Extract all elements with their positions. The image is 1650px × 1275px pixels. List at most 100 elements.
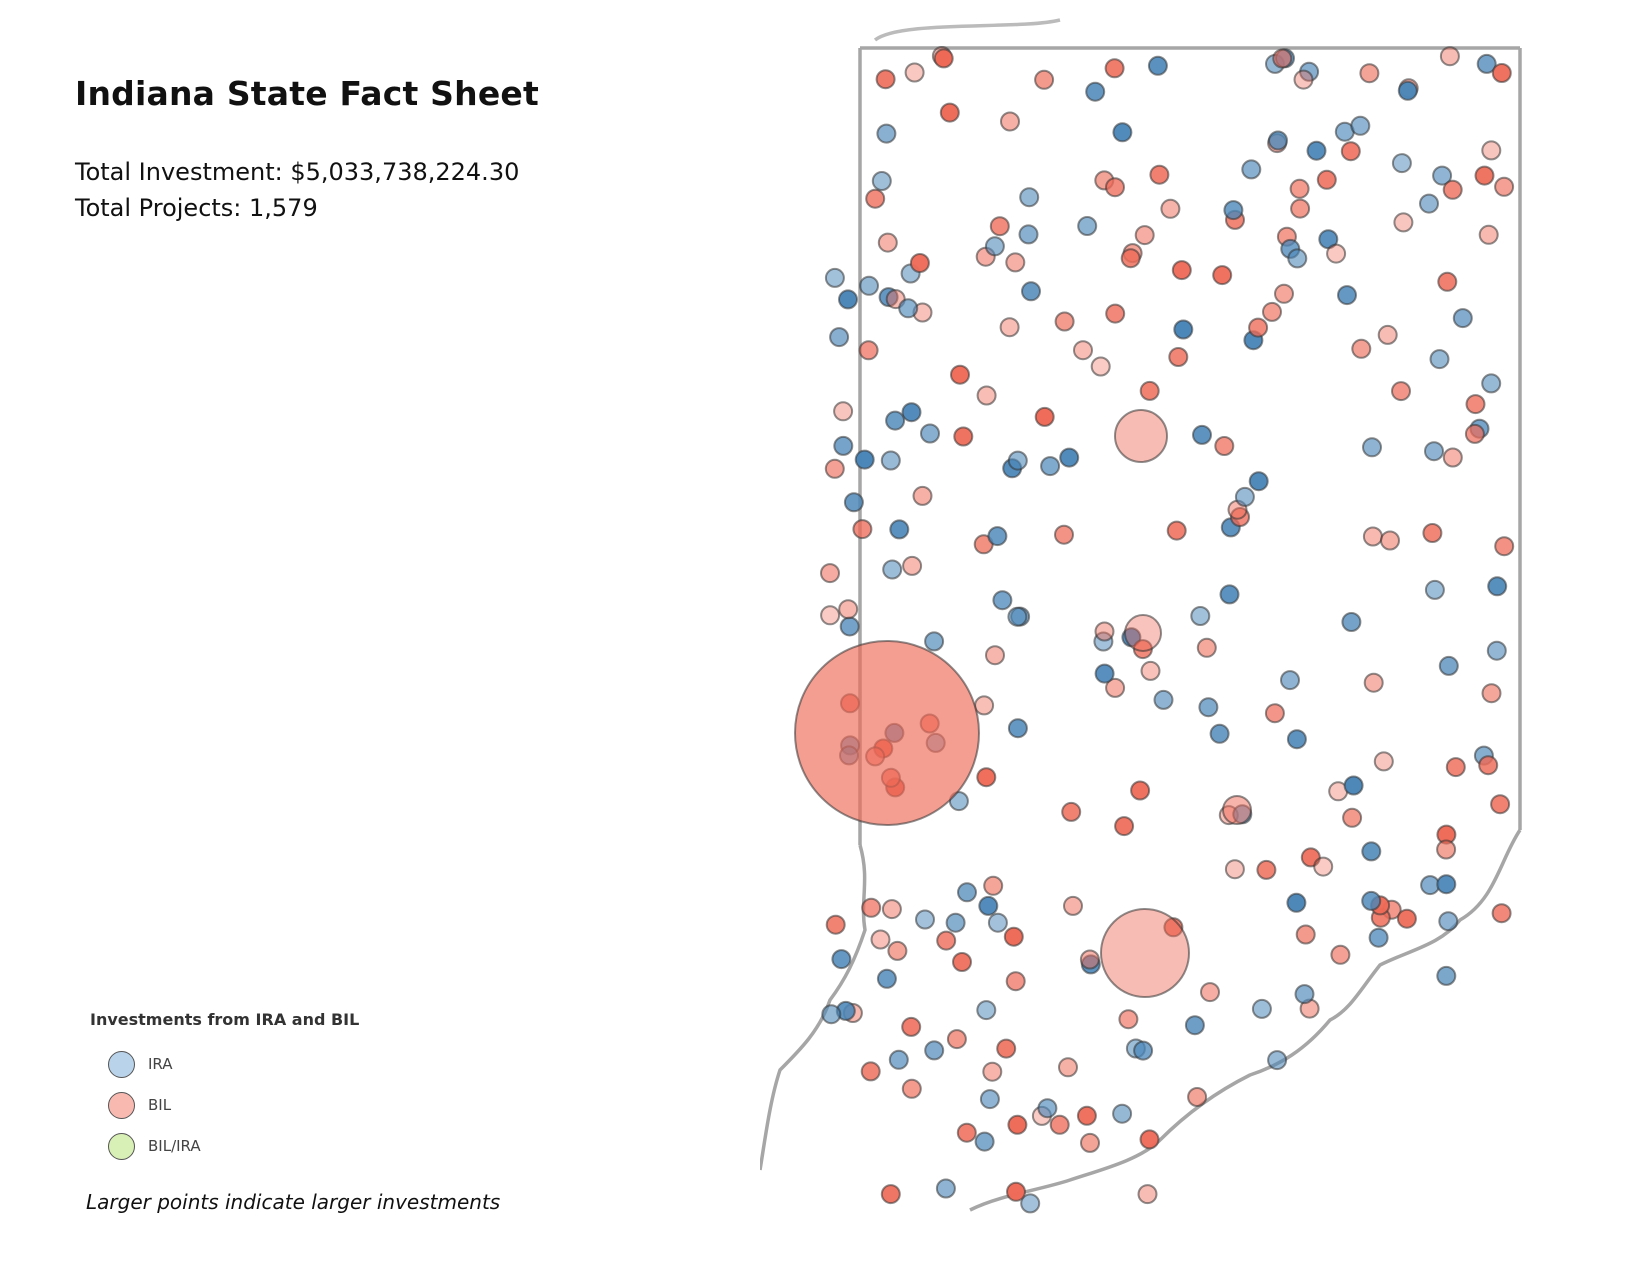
bil-point [1293,69,1314,90]
ira-point [1361,890,1382,911]
bil-point [901,1078,922,1099]
bil-point [1149,164,1170,185]
bil-point [950,364,970,385]
ira-point [1438,911,1459,932]
bil-point [983,875,1004,896]
bil-point [1034,406,1055,427]
bil-point [1373,751,1394,772]
ira-point [889,519,910,540]
bil-point [1491,63,1512,83]
ira-point [1037,1098,1058,1119]
ira-point [901,402,922,423]
indiana-map[interactable] [760,0,1560,1275]
bil-point [902,555,923,576]
ira-point [833,435,854,456]
ira-point [1077,216,1098,236]
ira-point [1438,655,1459,676]
ira-point [915,909,935,930]
bil-point [946,1029,967,1050]
total-projects-text: Total Projects: 1,579 [75,194,318,222]
bil-point [1200,982,1220,1003]
bil-point [1076,1105,1097,1126]
ira-point [1341,612,1362,632]
bil-point [1380,530,1400,551]
bil-point [1105,677,1126,698]
bil-point [858,340,879,361]
bil-point [1377,324,1398,345]
ira-point [1294,984,1315,1005]
legend-item-ira: IRA [90,1041,510,1082]
ira-point [1007,450,1028,471]
bil-point [1214,436,1235,456]
bil-point [1000,111,1020,132]
ira-point [1219,584,1240,605]
ira-point [1093,631,1114,652]
ira-point [1487,576,1508,597]
ira-point [1198,697,1219,718]
bil-point [1005,252,1026,273]
bil-point [820,563,840,584]
bil-point [1274,283,1294,304]
total-investment-text: Total Investment: $5,033,738,224.30 [75,158,520,186]
ira-point [1223,200,1244,221]
ira-point [1241,159,1262,180]
bil-point [1437,271,1458,292]
ira-point [838,289,858,310]
bil-point [1007,1114,1028,1135]
bil-point [1114,816,1135,837]
bil-point [1396,908,1417,929]
bil-point [1073,340,1093,361]
ira-point [1248,471,1269,492]
bil-point [838,599,859,620]
ira-point [854,449,875,470]
ira-point [888,1049,909,1070]
ira-point [1190,606,1211,626]
bil-point-large [1124,614,1162,652]
bil-point [1391,381,1411,402]
ira-point [882,559,903,580]
ira-point [1147,55,1168,76]
bil-point [1063,895,1083,916]
bil-point [976,767,997,788]
ira-point [1419,193,1439,214]
ira-point [1436,965,1457,986]
bil-point [974,695,995,716]
ira-point [935,1178,956,1199]
bil-point [956,1122,977,1143]
investment-points [794,46,1515,1214]
ira-point [1481,373,1502,394]
ira-point [924,1040,945,1061]
bil-point [901,1016,922,1037]
bil-point [1442,179,1463,200]
bil-point [939,102,960,123]
bil-point [1289,178,1310,199]
bil-point [1351,338,1372,359]
bil-point [1094,621,1115,642]
bil-point [996,1038,1017,1059]
bil-point [1481,683,1502,704]
bil-point [1436,839,1457,860]
legend-label-bil: BIL [148,1096,172,1114]
ira-point [898,298,919,319]
bil-point [1130,780,1151,801]
bil-point [1272,48,1293,69]
bil-point [1137,1184,1158,1205]
bil-point [1134,225,1155,246]
ira-point [831,949,852,970]
bil-point-large [1222,795,1252,825]
bil-point [1054,311,1075,332]
bil-point [861,897,882,918]
bil-point [1490,794,1511,815]
bil-point [1120,248,1141,269]
legend-title: Investments from IRA and BIL [90,1010,360,1029]
ira-point [924,631,945,652]
ira-point [824,267,845,288]
bil-point [1330,944,1351,965]
legend-item-bil: BIL [90,1082,510,1123]
bil-point [1340,141,1361,162]
bil-point [1256,859,1277,880]
ira-point [1019,187,1040,208]
bil-point [877,232,898,253]
bil-point [1342,807,1363,828]
bil-point [865,188,886,209]
